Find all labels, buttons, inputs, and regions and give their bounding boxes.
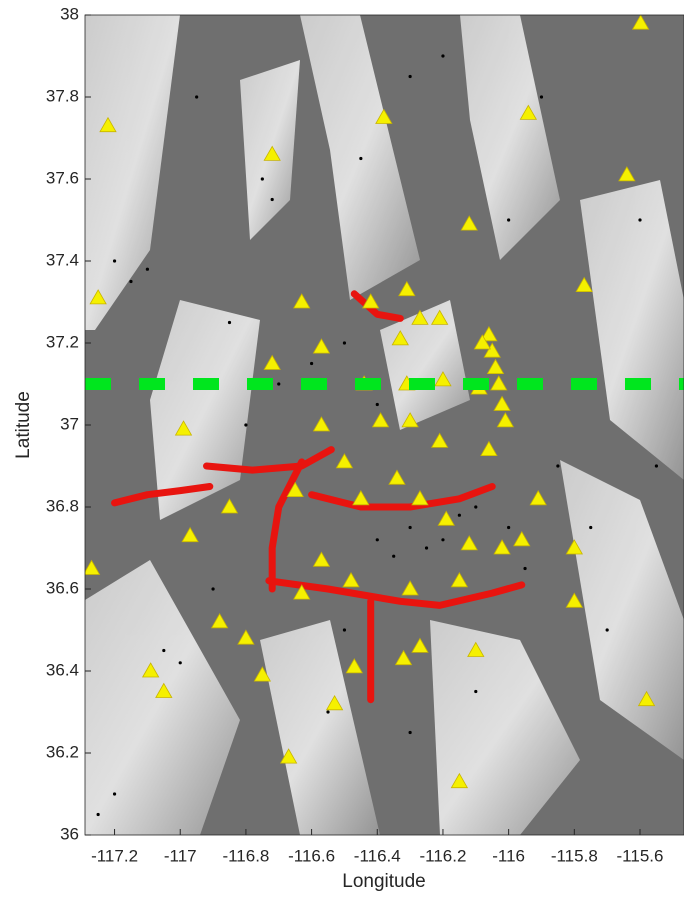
- y-axis-label: Latitude: [13, 391, 34, 459]
- seismic-event: [211, 587, 214, 590]
- x-tick-label: -115.8: [551, 846, 598, 865]
- y-tick-label: 36.2: [46, 742, 79, 761]
- seismic-event: [343, 628, 346, 631]
- seismic-event: [359, 157, 362, 160]
- seismic-event: [458, 514, 461, 517]
- seismic-event: [343, 341, 346, 344]
- seismic-event: [425, 546, 428, 549]
- y-tick-label: 37.2: [46, 332, 79, 351]
- seismic-event: [179, 661, 182, 664]
- seismic-event: [589, 526, 592, 529]
- y-tick-label: 36: [60, 824, 79, 843]
- seismic-event: [228, 321, 231, 324]
- seismic-event: [441, 538, 444, 541]
- seismic-event: [162, 649, 165, 652]
- seismic-event: [409, 731, 412, 734]
- x-tick-label: -116.2: [419, 846, 466, 865]
- seismic-event: [261, 177, 264, 180]
- x-tick-label: -116.8: [222, 846, 269, 865]
- seismic-event: [195, 95, 198, 98]
- x-tick-label: -116.4: [354, 846, 401, 865]
- x-tick-label: -117.2: [91, 846, 138, 865]
- seismic-event: [392, 555, 395, 558]
- seismic-event: [113, 259, 116, 262]
- seismic-event: [146, 268, 149, 271]
- seismic-event: [606, 628, 609, 631]
- seismic-event: [441, 54, 444, 57]
- map: -117.2 -117 -116.8 -116.6 -116.4 -116.2 -116 -1…: [0, 0, 684, 895]
- seismic-event: [129, 280, 132, 283]
- seismic-event: [507, 218, 510, 221]
- x-tick-label: -117: [164, 846, 197, 865]
- y-tick-label: 38: [60, 4, 79, 23]
- seismic-event: [655, 464, 658, 467]
- seismic-event: [474, 690, 477, 693]
- seismic-event: [507, 526, 510, 529]
- y-tick-label: 36.6: [46, 578, 79, 597]
- y-tick-label: 37.4: [46, 250, 79, 269]
- y-tick-label: 36.8: [46, 496, 79, 515]
- seismic-event: [540, 95, 543, 98]
- seismic-event: [97, 813, 100, 816]
- seismic-event: [409, 526, 412, 529]
- y-tick-label: 37: [60, 414, 79, 433]
- x-tick-label: -115.6: [617, 846, 664, 865]
- seismic-event: [113, 792, 116, 795]
- x-tick-label: -116.6: [288, 846, 335, 865]
- seismic-event: [271, 198, 274, 201]
- seismic-event: [556, 464, 559, 467]
- seismic-event: [376, 538, 379, 541]
- x-axis-label: Longitude: [342, 871, 425, 892]
- y-tick-label: 37.8: [46, 86, 79, 105]
- y-tick-label: 37.6: [46, 168, 79, 187]
- seismic-event: [376, 403, 379, 406]
- seismic-event: [244, 423, 247, 426]
- seismic-event: [638, 218, 641, 221]
- x-tick-label: -116: [492, 846, 525, 865]
- seismic-event: [326, 710, 329, 713]
- y-tick-label: 36.4: [46, 660, 79, 679]
- seismic-event: [277, 382, 280, 385]
- seismic-event: [310, 362, 313, 365]
- seismic-event: [523, 567, 526, 570]
- seismic-event: [409, 75, 412, 78]
- seismic-event: [474, 505, 477, 508]
